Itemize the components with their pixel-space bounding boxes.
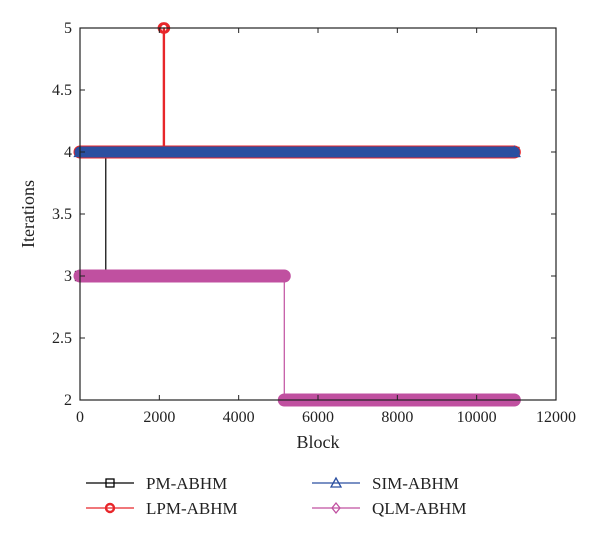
legend-item-qlm-abhm: QLM-ABHM <box>312 499 466 518</box>
legend-label: LPM-ABHM <box>146 499 238 518</box>
data-point <box>507 145 521 158</box>
y-tick-label: 3.5 <box>52 206 72 223</box>
y-tick-label: 3 <box>64 268 72 285</box>
legend-item-pm-abhm: PM-ABHM <box>86 474 227 493</box>
legend-marker <box>105 478 115 488</box>
legend-item-sim-abhm: SIM-ABHM <box>312 474 459 493</box>
series-sim-abhm <box>73 145 521 158</box>
x-tick-label: 2000 <box>143 409 175 426</box>
legend-label: PM-ABHM <box>146 474 227 493</box>
x-tick-label: 6000 <box>302 409 334 426</box>
x-tick-label: 12000 <box>536 409 576 426</box>
legend-marker <box>329 476 343 488</box>
y-tick-label: 2.5 <box>52 330 72 347</box>
legend: PM-ABHM LPM-ABHM SIM-ABHM QLM-ABHM <box>86 474 466 518</box>
legend-label: SIM-ABHM <box>372 474 459 493</box>
plot-area <box>80 28 556 400</box>
legend-item-lpm-abhm: LPM-ABHM <box>86 499 238 518</box>
data-point <box>509 393 520 407</box>
y-tick-label: 4 <box>64 144 72 161</box>
y-tick-label: 2 <box>64 392 72 409</box>
legend-label: QLM-ABHM <box>372 499 466 518</box>
y-tick-label: 5 <box>64 20 72 37</box>
legend-marker <box>104 502 116 514</box>
x-axis-label: Block <box>297 432 340 452</box>
x-tick-label: 4000 <box>223 409 255 426</box>
legend-marker <box>331 501 341 515</box>
y-axis-label: Iterations <box>18 180 38 248</box>
ticks-layer: 0 2000 4000 6000 8000 10000 12000 2 2.5 3 3.5 4 4.5 5 <box>52 20 576 426</box>
x-tick-label: 8000 <box>381 409 413 426</box>
y-tick-label: 4.5 <box>52 82 72 99</box>
x-tick-label: 10000 <box>457 409 497 426</box>
x-tick-label: 0 <box>76 409 84 426</box>
